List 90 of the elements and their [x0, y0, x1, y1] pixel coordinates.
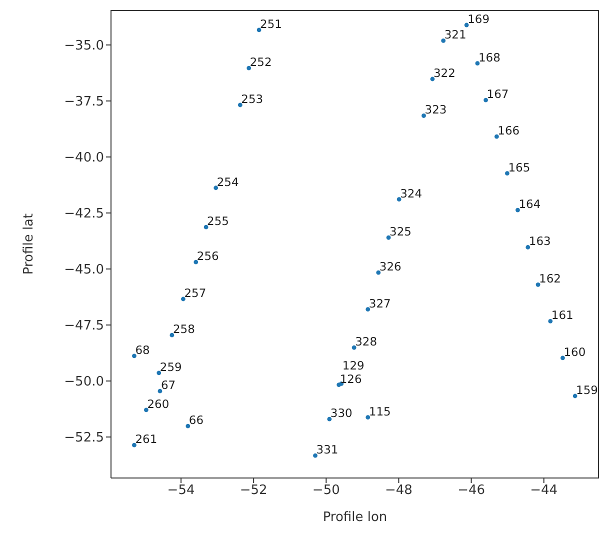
point [256, 28, 262, 32]
annotation: 331 [316, 442, 338, 457]
annotation: 161 [551, 308, 574, 322]
point [327, 416, 332, 422]
x-tick-label: −52 [240, 483, 268, 498]
point [396, 197, 402, 202]
y-tick-label: −40.0 [64, 150, 104, 166]
annotation: 327 [368, 296, 391, 310]
point [560, 356, 565, 360]
annotation: 68 [135, 342, 150, 357]
y-tick-label: −35.0 [64, 38, 104, 54]
point [144, 408, 148, 412]
point [132, 354, 136, 358]
point [246, 66, 252, 70]
annotation: 67 [160, 378, 176, 392]
y-tick-label: −47.5 [64, 318, 104, 334]
point [186, 424, 190, 428]
point [181, 296, 186, 302]
x-tick-label: −50 [312, 483, 340, 498]
annotation: 253 [241, 92, 264, 106]
point [386, 235, 391, 240]
annotation: 259 [160, 360, 182, 374]
point [464, 22, 469, 28]
point [313, 453, 318, 458]
annotation: 328 [355, 334, 378, 349]
point [156, 370, 162, 376]
point [132, 442, 136, 448]
point [484, 98, 488, 102]
annotation: 162 [539, 272, 561, 286]
y-tick-label: −52.5 [64, 430, 104, 446]
point [366, 307, 370, 312]
x-tick-label: −46 [458, 483, 486, 498]
annotation: 324 [400, 186, 422, 200]
point [516, 208, 520, 212]
annotation: 330 [330, 406, 352, 420]
annotation: 251 [260, 16, 282, 31]
point [526, 245, 530, 250]
point [170, 332, 174, 338]
point [441, 38, 446, 43]
x-tick-label: −54 [167, 483, 195, 498]
annotation: 66 [188, 413, 204, 428]
point [422, 114, 426, 118]
annotation: 126 [340, 372, 362, 386]
point [194, 260, 198, 264]
point [214, 186, 218, 190]
annotation: 165 [508, 160, 530, 174]
y-tick-label: −37.5 [64, 94, 104, 110]
annotation: 261 [135, 432, 158, 446]
annotation: 260 [147, 396, 170, 411]
annotation: 163 [528, 234, 551, 248]
annotation: 115 [368, 404, 391, 418]
annotation: 160 [564, 344, 586, 359]
point [475, 61, 480, 66]
annotation: 129 [342, 358, 364, 373]
point [352, 345, 356, 350]
annotation: 257 [184, 286, 206, 300]
point [238, 102, 242, 108]
annotation: 159 [576, 383, 598, 398]
point [536, 282, 540, 287]
annotation: 323 [424, 102, 447, 117]
point [548, 318, 553, 324]
point [505, 171, 510, 176]
point [158, 388, 162, 394]
annotation: 169 [468, 12, 490, 26]
y-tick-label: −42.5 [64, 206, 104, 222]
annotation: 254 [216, 174, 239, 189]
x-tick-label: −48 [385, 483, 412, 498]
annotation: 168 [478, 50, 500, 64]
y-tick-label: −45.0 [64, 262, 104, 278]
annotation: 258 [172, 322, 195, 336]
point [366, 415, 370, 420]
annotation: 252 [250, 55, 272, 70]
annotation: 322 [433, 66, 456, 80]
point [430, 76, 435, 82]
annotation: 167 [486, 87, 509, 102]
point [204, 224, 208, 230]
y-axis-title: Profile lat [22, 213, 37, 275]
annotation: 166 [498, 124, 520, 138]
annotation: 255 [207, 214, 230, 228]
point [494, 134, 499, 139]
point [376, 270, 381, 275]
x-axis-title: Profile lon [322, 510, 388, 525]
annotation: 164 [518, 197, 541, 212]
annotation: 256 [196, 249, 219, 264]
point [572, 394, 578, 398]
x-tick-label: −44 [530, 483, 558, 498]
annotation: 325 [390, 224, 412, 239]
y-tick-label: −50.0 [64, 374, 104, 390]
annotation: 321 [444, 28, 466, 42]
annotation: 326 [379, 260, 402, 274]
